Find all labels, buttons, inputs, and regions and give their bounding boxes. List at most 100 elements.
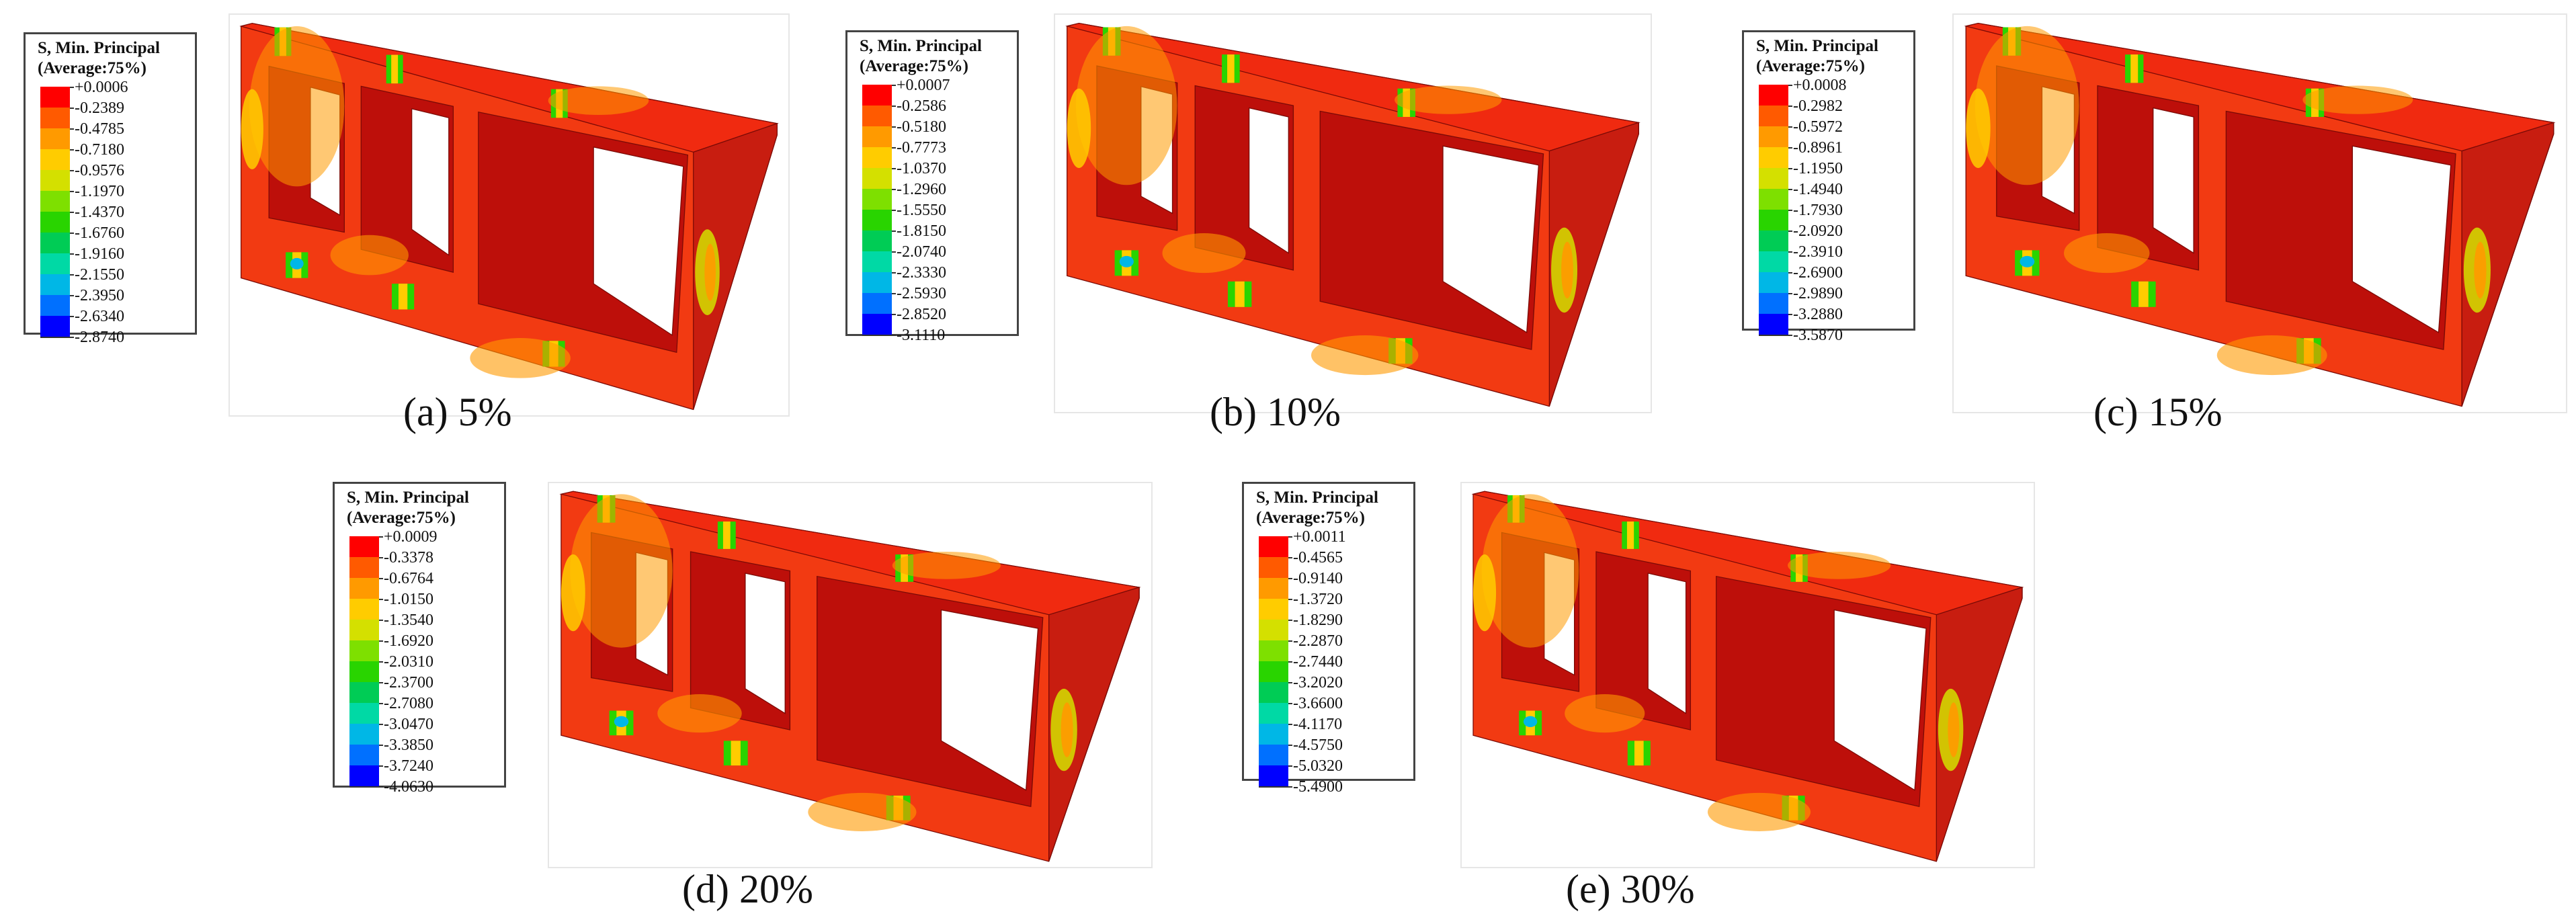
legend-color-swatch bbox=[40, 295, 70, 316]
legend-tick bbox=[70, 128, 74, 130]
legend-color-swatch bbox=[1759, 147, 1788, 168]
legend-color-swatch bbox=[1759, 168, 1788, 189]
contour-zone-orange bbox=[892, 551, 1001, 579]
stress-band-yellow bbox=[1626, 521, 1634, 549]
legend-value-label: -1.2960 bbox=[897, 181, 946, 198]
legend-title: S, Min. Principal bbox=[347, 489, 469, 507]
legend-tick bbox=[1288, 703, 1292, 704]
legend-tick bbox=[892, 272, 896, 274]
legend-tick bbox=[1288, 620, 1292, 621]
legend-color-swatch bbox=[40, 170, 70, 191]
legend-tick bbox=[379, 682, 383, 683]
stress-band-yellow bbox=[391, 54, 399, 84]
legend-color-swatch bbox=[1759, 210, 1788, 230]
legend-value-label: -2.0310 bbox=[384, 653, 433, 671]
legend-value-label: -1.6760 bbox=[75, 224, 124, 242]
legend-tick bbox=[1788, 272, 1792, 274]
contour-peak-blue bbox=[1119, 255, 1134, 267]
legend-color-swatch bbox=[862, 147, 892, 168]
legend-value-label: -2.6900 bbox=[1793, 264, 1843, 282]
beam-opening-hole bbox=[1442, 145, 1540, 333]
legend-tick bbox=[1788, 335, 1792, 336]
contour-zone-orange bbox=[2216, 335, 2327, 376]
legend-tick bbox=[892, 85, 896, 86]
legend-title: S, Min. Principal bbox=[860, 37, 982, 55]
legend-tick bbox=[1788, 85, 1792, 86]
figure-panel-e bbox=[1460, 482, 2035, 868]
legend-color-swatch bbox=[1259, 682, 1288, 703]
legend-value-label: -3.1110 bbox=[897, 327, 946, 344]
contour-peak-blue bbox=[1523, 716, 1538, 727]
legend-title: S, Min. Principal bbox=[1256, 489, 1378, 507]
legend-color-swatch bbox=[1759, 106, 1788, 126]
legend-color-swatch bbox=[1259, 536, 1288, 557]
beam-side-face bbox=[693, 122, 778, 410]
legend-tick bbox=[1288, 724, 1292, 725]
legend-tick bbox=[70, 149, 74, 151]
legend-tick bbox=[1788, 168, 1792, 169]
legend-value-label: -0.8961 bbox=[1793, 139, 1843, 157]
legend-tick bbox=[1788, 210, 1792, 211]
stress-band-yellow bbox=[1227, 54, 1235, 83]
contour-zone-orange bbox=[808, 792, 917, 831]
beam-contour-plot bbox=[239, 23, 779, 411]
legend-value-label: -4.5750 bbox=[1293, 737, 1343, 754]
legend-color-swatch bbox=[862, 230, 892, 251]
figure-panel-c bbox=[1952, 13, 2567, 413]
legend-panel-e: S, Min. Principal (Average:75%) +0.0011 -0.… bbox=[1242, 482, 1415, 796]
beam-opening-hole bbox=[1833, 609, 1927, 791]
legend-tick bbox=[379, 620, 383, 621]
legend-color-swatch bbox=[40, 149, 70, 170]
contour-zone-orange bbox=[1481, 494, 1579, 648]
beam-opening-hole bbox=[1248, 107, 1289, 254]
legend-tick bbox=[1788, 106, 1792, 107]
contour-zone-yellow bbox=[1067, 88, 1091, 168]
legend-color-swatch bbox=[349, 640, 379, 661]
legend-value-label: -0.7773 bbox=[897, 139, 946, 157]
legend-value-label: -5.4900 bbox=[1293, 778, 1343, 796]
legend-value-label: -3.2880 bbox=[1793, 306, 1843, 323]
caption-panel-a: (a) 5% bbox=[403, 390, 512, 434]
legend-color-swatch bbox=[1259, 578, 1288, 599]
legend-value-label: -5.0320 bbox=[1293, 757, 1343, 775]
contour-peak-blue bbox=[614, 716, 629, 727]
legend-tick bbox=[379, 745, 383, 746]
legend-color-swatch bbox=[862, 251, 892, 272]
legend-color-swatch bbox=[1259, 765, 1288, 788]
legend-tick bbox=[70, 295, 74, 296]
contour-zone-orange bbox=[1061, 702, 1073, 757]
legend-value-label: -2.9890 bbox=[1793, 285, 1843, 302]
legend-value-label: -2.3950 bbox=[75, 287, 124, 304]
legend-tick bbox=[379, 599, 383, 600]
legend-value-label: -1.8150 bbox=[897, 222, 946, 240]
legend-color-swatch bbox=[1259, 745, 1288, 765]
legend-tick bbox=[892, 210, 896, 211]
legend-value-label: -3.6600 bbox=[1293, 695, 1343, 712]
legend-color-swatch bbox=[1259, 640, 1288, 661]
contour-zone-orange bbox=[1565, 694, 1645, 733]
contour-zone-orange bbox=[1311, 335, 1419, 376]
legend-tick bbox=[892, 168, 896, 169]
legend-value-label: -1.7930 bbox=[1793, 202, 1843, 219]
legend-color-swatch bbox=[349, 599, 379, 620]
legend-color-swatch bbox=[862, 210, 892, 230]
legend-value-label: -3.3850 bbox=[384, 737, 433, 754]
legend-color-swatch bbox=[1759, 230, 1788, 251]
legend-color-swatch bbox=[1259, 661, 1288, 682]
legend-tick bbox=[1788, 314, 1792, 315]
legend-value-label: -0.5180 bbox=[897, 118, 946, 136]
legend-color-swatch bbox=[40, 316, 70, 338]
contour-zone-yellow bbox=[1473, 554, 1497, 632]
legend-value-label: -1.4370 bbox=[75, 204, 124, 221]
legend-color-swatch bbox=[1759, 85, 1788, 106]
legend-color-swatch bbox=[40, 87, 70, 108]
legend-color-swatch bbox=[862, 85, 892, 106]
legend-color-swatch bbox=[1259, 599, 1288, 620]
legend-tick bbox=[892, 230, 896, 232]
legend-color-swatch bbox=[862, 189, 892, 210]
contour-zone-orange bbox=[1162, 233, 1246, 274]
legend-tick bbox=[1288, 765, 1292, 767]
legend-tick bbox=[892, 189, 896, 190]
legend-tick bbox=[70, 212, 74, 213]
legend-subtitle: (Average:75%) bbox=[860, 57, 968, 75]
